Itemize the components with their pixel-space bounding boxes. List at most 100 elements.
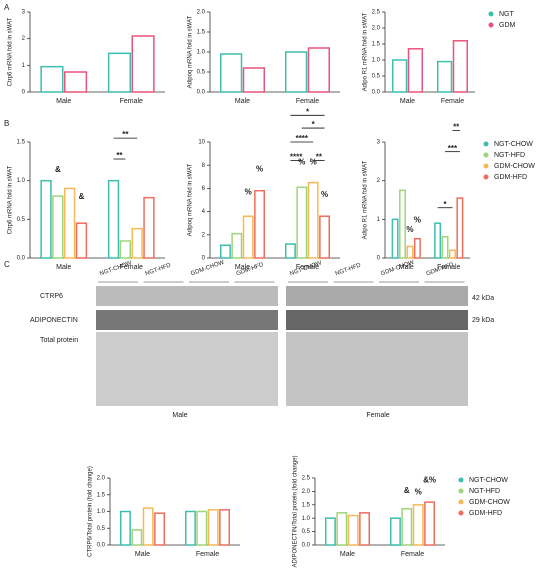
- legend-marker: [483, 163, 489, 169]
- annotation: %: [256, 164, 263, 173]
- legend-label: GDM-CHOW: [469, 499, 510, 506]
- bar: [107, 52, 131, 93]
- x-tick-label: Male: [400, 98, 415, 105]
- bar: [131, 529, 143, 546]
- y-tick-label: 2.0: [302, 489, 311, 495]
- annotation: &: [404, 486, 410, 495]
- y-tick-label: 0.0: [302, 543, 311, 549]
- bar: [413, 237, 421, 259]
- blot-band: [286, 310, 468, 330]
- y-tick-label: 1.5: [302, 502, 311, 508]
- bar: [391, 218, 399, 259]
- bar: [437, 60, 453, 93]
- bar: [424, 501, 435, 546]
- y-tick-label: 1.0: [372, 58, 381, 64]
- annotation: %: [406, 225, 413, 234]
- annotation: **: [316, 153, 323, 162]
- y-axis-label: CTRP6/Total protein (fold change): [88, 466, 94, 557]
- legend-marker: [458, 477, 464, 483]
- y-axis-label: Adipoq mRNA fold in sWAT: [188, 15, 194, 88]
- bar: [185, 510, 196, 546]
- legend-label: GDM-HFD: [469, 510, 502, 517]
- y-axis-label: ADIPONECTIN/Total protein (fold change): [293, 455, 299, 567]
- y-tick-label: 2: [377, 178, 381, 184]
- annotation: %: [298, 157, 305, 166]
- bar: [336, 512, 348, 546]
- y-axis-label: Ctrp6 mRNA fold in sWAT: [8, 17, 14, 86]
- x-tick-label: Male: [235, 98, 250, 105]
- annotation: ****: [290, 153, 303, 162]
- x-tick-label: Male: [135, 551, 150, 558]
- bar: [452, 40, 468, 93]
- blot-size: 42 kDa: [472, 295, 494, 302]
- y-tick-label: 2: [202, 232, 206, 238]
- y-tick-label: 1.5: [97, 492, 106, 498]
- y-tick-label: 2.5: [302, 476, 311, 482]
- bar: [319, 215, 330, 259]
- annotation: *: [443, 200, 447, 209]
- annotation: **: [122, 130, 129, 139]
- annotation: %: [245, 187, 252, 196]
- y-tick-label: 3: [22, 10, 26, 16]
- annotation: ****: [296, 134, 309, 143]
- y-tick-label: 8: [202, 163, 206, 169]
- legend-marker: [458, 499, 464, 505]
- y-tick-label: 1.0: [197, 50, 206, 56]
- y-tick-label: 0.5: [97, 526, 106, 532]
- annotation: **: [453, 123, 460, 132]
- bar: [325, 517, 336, 546]
- y-tick-label: 1.5: [197, 30, 206, 36]
- bar: [401, 508, 413, 546]
- bar: [196, 510, 208, 546]
- legend-label: GDM-HFD: [494, 174, 527, 181]
- annotation: %: [310, 157, 317, 166]
- bar: [154, 512, 165, 546]
- panel-letter: C: [4, 260, 10, 269]
- bar: [220, 244, 231, 259]
- blot: [96, 286, 468, 406]
- y-tick-label: 1.0: [302, 516, 311, 522]
- annotation: ***: [448, 144, 458, 153]
- y-tick-label: 2.0: [372, 26, 381, 32]
- x-tick-label: Female: [120, 264, 143, 271]
- bar: [242, 67, 265, 93]
- legend-marker: [483, 174, 489, 180]
- bar: [219, 509, 230, 546]
- bar: [142, 507, 154, 546]
- bar: [434, 222, 442, 259]
- y-tick-label: 3: [377, 140, 381, 146]
- y-tick-label: 2.0: [197, 10, 206, 16]
- x-tick-label: Female: [196, 551, 219, 558]
- y-tick-label: 0.5: [302, 529, 311, 535]
- legend-marker: [458, 488, 464, 494]
- bar: [207, 509, 219, 546]
- y-tick-label: 1.0: [17, 178, 26, 184]
- annotation: *: [312, 120, 316, 129]
- x-tick-label: Female: [401, 551, 424, 558]
- legend-label: GDM-CHOW: [494, 163, 535, 170]
- annotation: &%: [423, 475, 436, 484]
- bar: [64, 187, 76, 259]
- bar: [307, 181, 319, 259]
- x-tick-label: Female: [441, 98, 464, 105]
- panel-letter: B: [4, 119, 9, 128]
- y-tick-label: 0.0: [17, 256, 26, 262]
- bar: [412, 504, 424, 546]
- bar: [390, 517, 401, 546]
- bar: [392, 59, 408, 93]
- blot-band: [96, 286, 278, 306]
- y-axis-label: Adipoq mRNA fold in sWAT: [188, 163, 194, 236]
- bar: [307, 47, 330, 93]
- blot-label: CTRP6: [40, 293, 63, 300]
- bar: [242, 215, 254, 259]
- y-tick-label: 0.5: [197, 70, 206, 76]
- blot-sex: Female: [366, 412, 389, 419]
- annotation: &: [79, 192, 85, 201]
- x-tick-label: Female: [120, 98, 143, 105]
- x-tick-label: Female: [296, 98, 319, 105]
- bar: [40, 65, 64, 93]
- bar: [359, 512, 370, 546]
- blot-size: 29 kDa: [472, 317, 494, 324]
- bar: [449, 249, 456, 259]
